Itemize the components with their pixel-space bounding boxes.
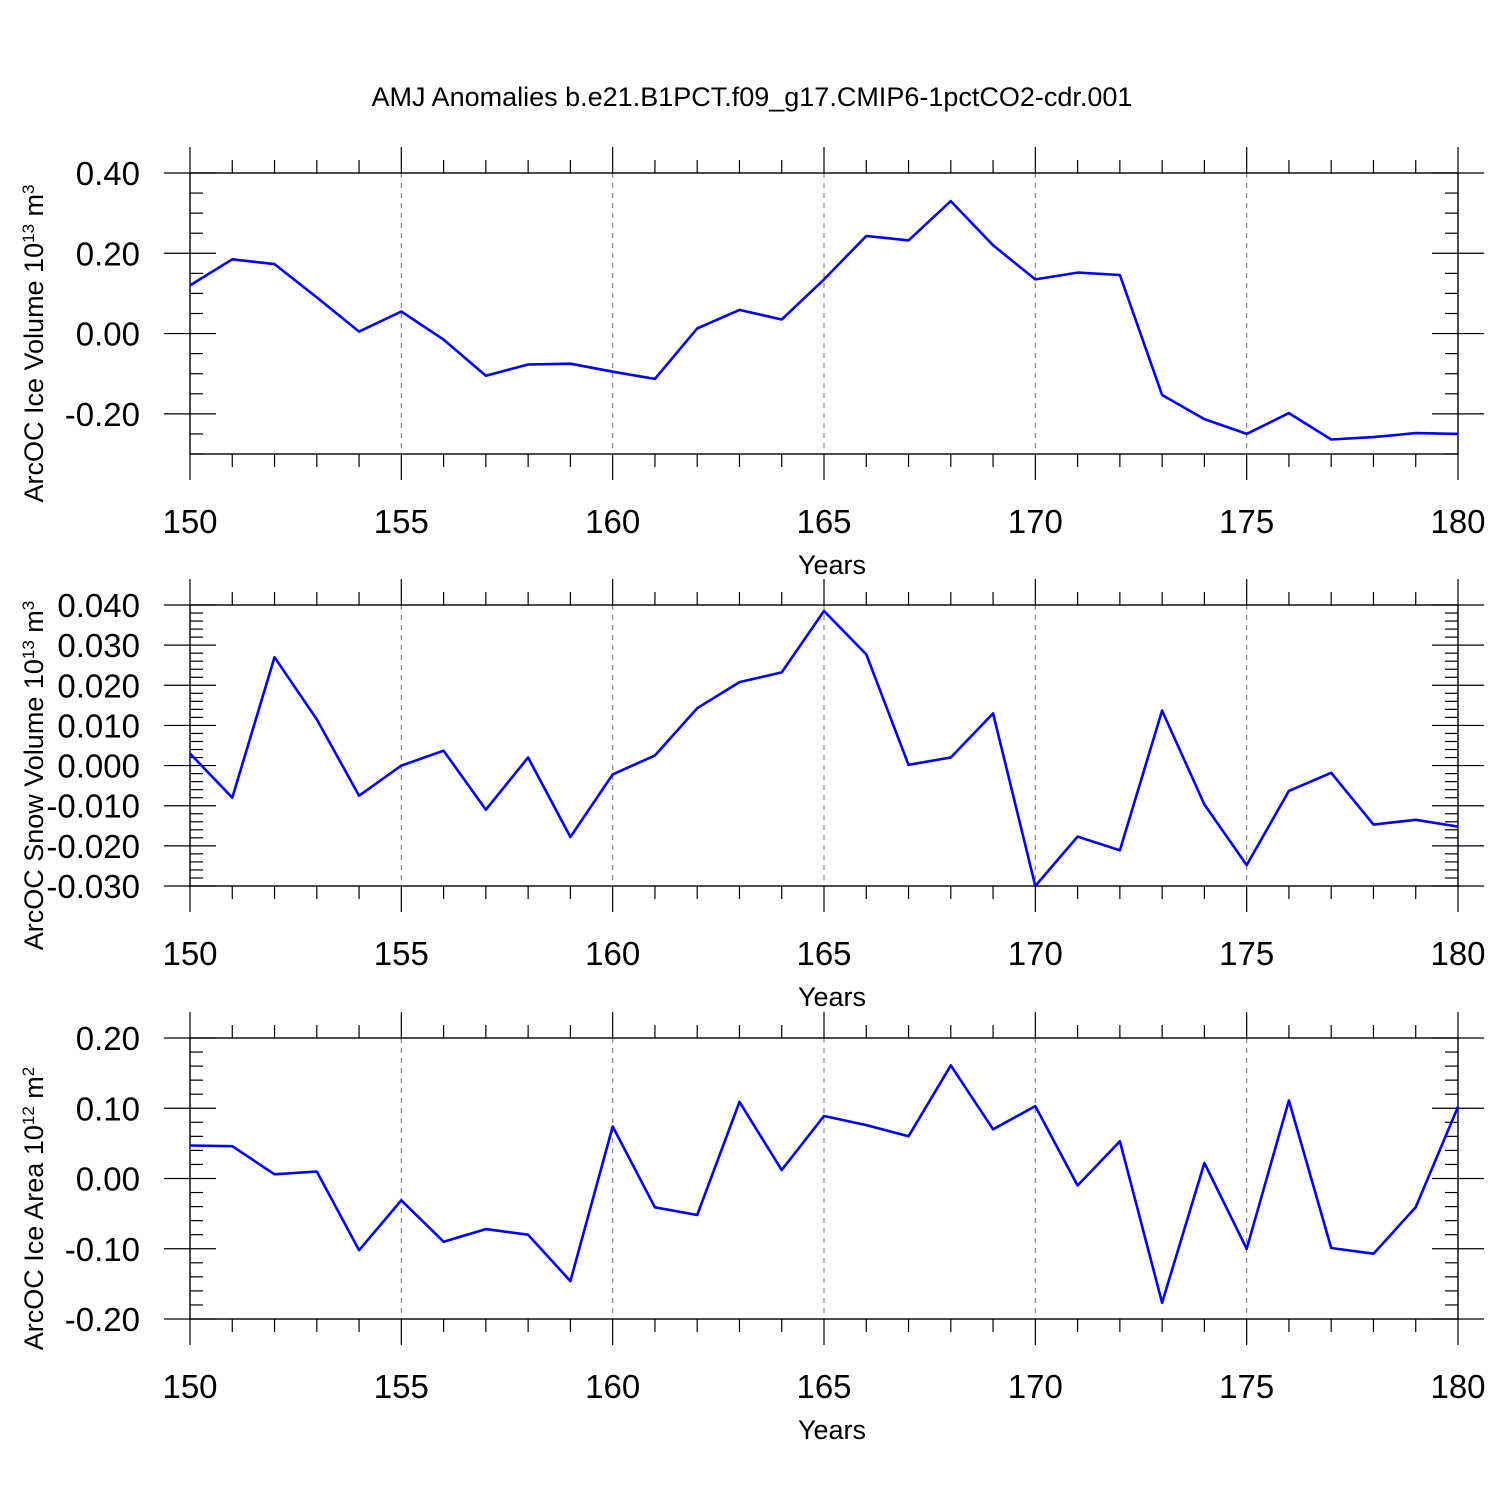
x-tick-label: 165: [796, 503, 851, 540]
x-axis-label: Years: [798, 550, 866, 580]
y-axis-label-superscript: 12: [19, 1106, 38, 1125]
x-tick-label: 170: [1008, 935, 1063, 972]
x-tick-label: 160: [585, 503, 640, 540]
x-tick-label: 155: [374, 503, 429, 540]
y-tick-label: -0.20: [65, 396, 140, 433]
y-tick-label: -0.020: [46, 828, 140, 865]
y-axis-label-part: m: [19, 194, 49, 224]
x-tick-label: 150: [162, 503, 217, 540]
x-tick-label: 175: [1219, 1368, 1274, 1405]
x-tick-label: 180: [1430, 1368, 1485, 1405]
x-tick-label: 170: [1008, 1368, 1063, 1405]
x-tick-label: 155: [374, 1368, 429, 1405]
series-line: [189, 199, 1459, 441]
y-tick-label: 0.010: [57, 707, 140, 744]
y-tick-label: 0.00: [76, 316, 140, 353]
y-axis-label-part: ArcOC Ice Area 10: [19, 1125, 49, 1350]
series-line: [189, 1064, 1460, 1305]
y-tick-label: -0.10: [65, 1231, 140, 1268]
y-axis-label-superscript: 3: [19, 184, 38, 193]
x-tick-label: 165: [796, 1368, 851, 1405]
x-tick-label: 150: [162, 1368, 217, 1405]
y-axis-label-superscript: 2: [19, 1067, 38, 1076]
y-axis-label-part: ArcOC Ice Volume 10: [19, 243, 49, 503]
y-axis-label-part: m: [19, 610, 49, 640]
x-axis-label: Years: [798, 1415, 866, 1445]
x-tick-label: 160: [585, 935, 640, 972]
y-tick-label: 0.20: [76, 1020, 140, 1057]
y-axis-label: ArcOC Snow Volume 1013 m3: [19, 601, 49, 951]
y-axis-label-part: ArcOC Snow Volume 10: [19, 659, 49, 950]
figure-title: AMJ Anomalies b.e21.B1PCT.f09_g17.CMIP6-…: [372, 82, 1133, 112]
x-tick-label: 155: [374, 935, 429, 972]
x-tick-label: 150: [162, 935, 217, 972]
series-line: [189, 609, 1459, 888]
y-tick-label: -0.030: [46, 868, 140, 905]
y-tick-label: 0.040: [57, 587, 140, 624]
x-tick-label: 160: [585, 1368, 640, 1405]
x-axis-label: Years: [798, 982, 866, 1012]
y-tick-label: -0.010: [46, 788, 140, 825]
x-tick-label: 165: [796, 935, 851, 972]
y-tick-label: 0.000: [57, 748, 140, 785]
y-axis-label: ArcOC Ice Area 1012 m2: [19, 1067, 49, 1351]
y-tick-label: 0.00: [76, 1161, 140, 1198]
y-tick-label: 0.020: [57, 667, 140, 704]
x-tick-label: 170: [1008, 503, 1063, 540]
y-axis-label: ArcOC Ice Volume 1013 m3: [19, 184, 49, 502]
x-tick-label: 175: [1219, 935, 1274, 972]
y-axis-label-superscript: 13: [19, 640, 38, 659]
chart-panel-1: 150 155 160 165 170 175 180 -0.20 0.00 0.20 0.40 Ye…: [19, 147, 1486, 580]
y-axis-label-part: m: [19, 1076, 49, 1106]
y-tick-label: 0.20: [76, 235, 140, 272]
chart-panel-2: 150 155 160 165 170 175 180-0.030-0.020-0.0100…: [19, 579, 1486, 1012]
y-tick-label: 0.40: [76, 155, 140, 192]
x-tick-label: 180: [1430, 935, 1485, 972]
y-tick-label: 0.10: [76, 1090, 140, 1127]
x-tick-label: 180: [1430, 503, 1485, 540]
y-tick-label: 0.030: [57, 627, 140, 664]
y-axis-label-superscript: 3: [19, 601, 38, 610]
y-tick-label: -0.20: [65, 1301, 140, 1338]
y-axis-label-superscript: 13: [19, 224, 38, 243]
x-tick-label: 175: [1219, 503, 1274, 540]
chart-panel-3: 150 155 160 165 170 175 180 -0.20 -0.10 0.00 0.10 0…: [19, 1012, 1486, 1445]
